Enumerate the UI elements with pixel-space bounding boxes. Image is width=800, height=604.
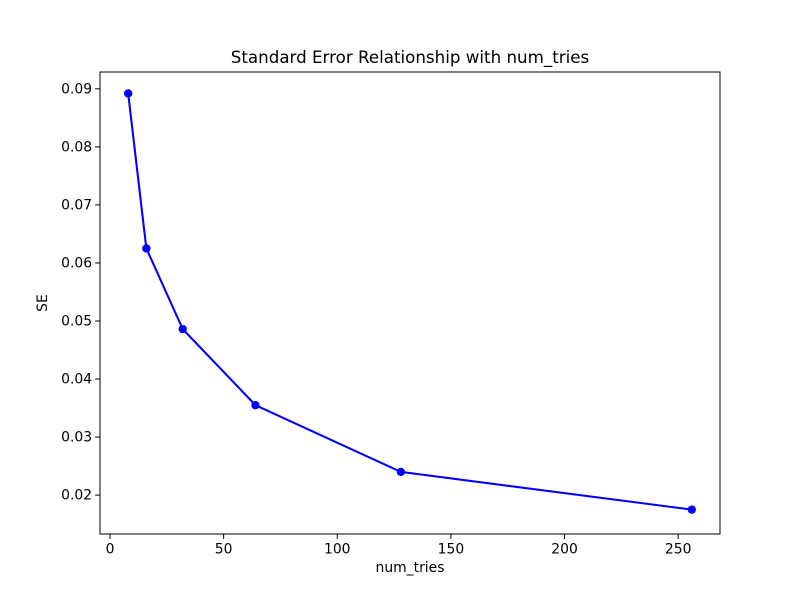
plot-area (99, 71, 721, 535)
x-tick-label: 100 (324, 541, 351, 557)
data-point-marker (142, 244, 151, 253)
y-tick-label: 0.04 (61, 371, 92, 387)
y-axis-label: SE (35, 294, 51, 312)
data-point-marker (251, 400, 260, 410)
y-tick-label: 0.06 (61, 255, 92, 271)
y-tick-label: 0.03 (61, 430, 92, 446)
chart-title: Standard Error Relationship with num_tri… (231, 47, 589, 68)
data-point-marker (396, 467, 406, 477)
y-tick-label: 0.09 (61, 81, 92, 97)
y-tick-label: 0.02 (61, 488, 92, 504)
x-tick-label: 50 (215, 541, 233, 557)
data-series (124, 89, 696, 514)
data-point-marker (124, 89, 133, 98)
x-tick-label: 150 (438, 541, 465, 557)
y-tick-label: 0.05 (61, 313, 92, 329)
y-tick-label: 0.08 (61, 139, 92, 155)
data-series-line (127, 92, 693, 511)
y-tick-label: 0.07 (61, 197, 92, 213)
x-tick-label: 250 (665, 541, 692, 557)
x-axis-ticks: 0 50 100 150 200 250 (106, 534, 692, 557)
y-axis-ticks: 0.02 0.03 0.04 0.05 0.06 0.07 0.08 0.09 (61, 81, 100, 504)
x-tick-label: 0 (106, 541, 115, 557)
data-point-marker (178, 324, 187, 334)
x-axis-label: num_tries (376, 560, 445, 576)
x-tick-label: 200 (551, 541, 578, 557)
data-point-marker (687, 505, 696, 514)
